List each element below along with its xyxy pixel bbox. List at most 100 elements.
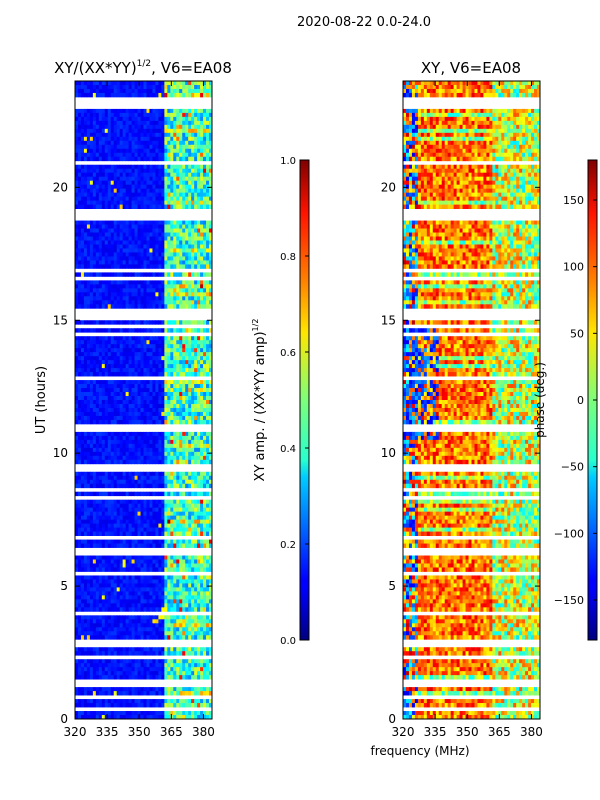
- heatmap-cell: [167, 88, 171, 94]
- heatmap-cell: [134, 599, 138, 604]
- heatmap-cell: [182, 415, 186, 421]
- heatmap-cell: [140, 372, 144, 377]
- heatmap-cell: [107, 288, 112, 293]
- heatmap-cell: [131, 439, 135, 445]
- heatmap-cell: [128, 380, 132, 385]
- heatmap-cell: [80, 503, 85, 509]
- heatmap-cell: [104, 140, 109, 146]
- heatmap-cell: [197, 348, 201, 353]
- heatmap-cell: [140, 471, 144, 477]
- heatmap-cell: [197, 176, 201, 182]
- heatmap-cell: [77, 320, 82, 325]
- heatmap-cell: [104, 144, 109, 150]
- heatmap-cell: [113, 140, 118, 146]
- heatmap-cell: [170, 384, 174, 389]
- heatmap-cell: [119, 471, 124, 477]
- heatmap-cell: [95, 296, 100, 301]
- heatmap-cell: [107, 180, 112, 186]
- heatmap-cell: [95, 431, 100, 437]
- heatmap-cell: [140, 116, 144, 122]
- heatmap-cell: [125, 172, 130, 178]
- heatmap-cell: [80, 128, 85, 134]
- heatmap-cell: [128, 559, 132, 564]
- heatmap-cell: [86, 336, 91, 341]
- amplitude-title-main: XY/(XX*YY): [54, 59, 137, 77]
- heatmap-cell: [131, 340, 135, 345]
- heatmap-cell: [92, 156, 97, 162]
- heatmap-cell: [83, 579, 88, 584]
- heatmap-cell: [113, 380, 118, 385]
- heatmap-cell: [173, 380, 177, 385]
- heatmap-cell: [173, 559, 177, 564]
- heatmap-cell: [206, 240, 210, 245]
- heatmap-cell: [182, 148, 186, 154]
- heatmap-cell: [146, 352, 150, 357]
- heatmap-cell: [143, 184, 147, 190]
- heatmap-cell: [182, 112, 186, 118]
- heatmap-cell: [158, 384, 162, 389]
- heatmap-cell: [128, 340, 132, 345]
- heatmap-cell: [161, 256, 165, 261]
- heatmap-cell: [161, 188, 165, 194]
- heatmap-cell: [95, 543, 100, 548]
- heatmap-cell: [86, 356, 91, 361]
- heatmap-cell: [134, 515, 138, 521]
- heatmap-cell: [137, 348, 141, 353]
- heatmap-cell: [188, 511, 192, 517]
- heatmap-cell: [101, 120, 106, 126]
- heatmap-cell: [206, 579, 210, 584]
- heatmap-cell: [194, 260, 198, 265]
- heatmap-cell: [83, 84, 88, 90]
- heatmap-cell: [89, 172, 94, 178]
- heatmap-cell: [101, 232, 106, 237]
- heatmap-cell: [80, 459, 85, 465]
- heatmap-cell: [107, 200, 112, 206]
- heatmap-cell: [170, 252, 174, 257]
- heatmap-cell: [116, 224, 121, 229]
- heatmap-cell: [197, 479, 201, 485]
- heatmap-cell: [143, 252, 147, 257]
- heatmap-cell: [125, 196, 130, 202]
- heatmap-cell: [209, 380, 212, 385]
- heatmap-cell: [158, 479, 162, 485]
- heatmap-cell: [104, 92, 109, 98]
- heatmap-cell: [143, 523, 147, 528]
- heatmap-cell: [125, 435, 130, 441]
- heatmap-cell: [209, 443, 212, 449]
- heatmap-cell: [77, 459, 82, 465]
- heatmap-cell: [77, 380, 82, 385]
- heatmap-cell: [89, 152, 94, 158]
- heatmap-cell: [101, 595, 106, 600]
- heatmap-cell: [128, 140, 132, 146]
- heatmap-cell: [104, 284, 109, 289]
- heatmap-cell: [149, 352, 153, 357]
- heatmap-cell: [197, 471, 201, 477]
- heatmap-cell: [92, 256, 97, 261]
- heatmap-cell: [194, 264, 198, 269]
- heatmap-cell: [86, 256, 91, 261]
- heatmap-cell: [182, 531, 186, 536]
- heatmap-cell: [200, 272, 204, 277]
- heatmap-cell: [209, 475, 212, 481]
- heatmap-cell: [95, 172, 100, 178]
- heatmap-cell: [152, 431, 156, 437]
- heatmap-cell: [152, 360, 156, 365]
- heatmap-cell: [155, 479, 159, 485]
- heatmap-cell: [137, 599, 141, 604]
- heatmap-cell: [155, 132, 159, 138]
- heatmap-cell: [110, 459, 115, 465]
- heatmap-cell: [155, 531, 159, 536]
- heatmap-cell: [191, 256, 195, 261]
- heatmap-cell: [75, 384, 79, 389]
- heatmap-cell: [197, 344, 201, 349]
- heatmap-cell: [197, 599, 201, 604]
- heatmap-cell: [77, 563, 82, 568]
- heatmap-cell: [206, 84, 210, 90]
- heatmap-cell: [122, 511, 127, 517]
- heatmap-cell: [182, 224, 186, 229]
- heatmap-cell: [182, 591, 186, 596]
- heatmap-cell: [122, 172, 127, 178]
- heatmap-cell: [110, 252, 115, 257]
- heatmap-cell: [101, 443, 106, 449]
- heatmap-cell: [203, 148, 207, 154]
